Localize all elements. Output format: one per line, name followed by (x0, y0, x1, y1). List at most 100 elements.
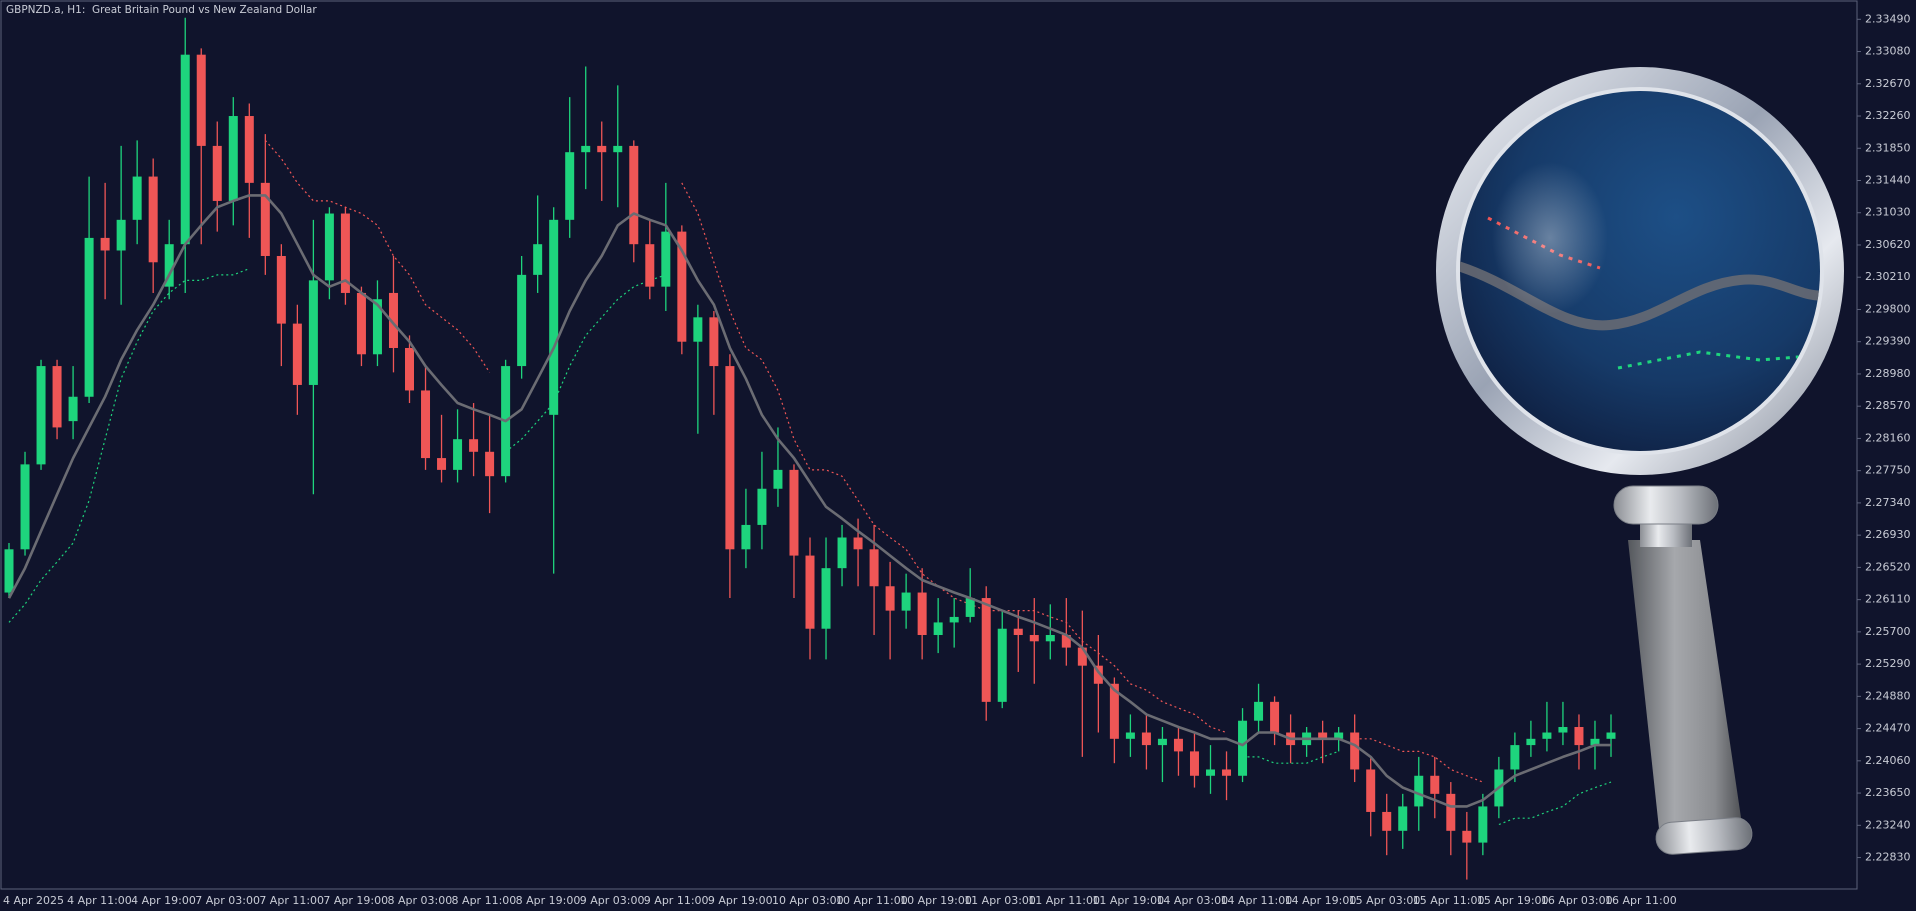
candle-body (741, 524, 751, 550)
candle-body (709, 317, 719, 367)
y-tick-label: 2.26930 (1865, 528, 1911, 541)
x-tick-label: 9 Apr 03:00 (580, 894, 645, 907)
x-tick-label: 15 Apr 03:00 (1349, 894, 1421, 907)
candle-body (228, 116, 238, 201)
candle-body (36, 366, 46, 465)
y-tick-label: 2.30620 (1865, 238, 1911, 251)
candle-body (356, 292, 366, 355)
candle-body (372, 299, 382, 355)
y-tick-label: 2.30210 (1865, 270, 1911, 283)
x-tick-label: 4 Apr 11:00 (67, 894, 132, 907)
x-tick-label: 14 Apr 11:00 (1221, 894, 1293, 907)
x-tick-label: 11 Apr 03:00 (964, 894, 1036, 907)
candle-body (437, 458, 447, 470)
lens-content (1460, 162, 1820, 370)
candle-body (597, 145, 607, 153)
candle-body (725, 366, 735, 550)
candle-body (805, 555, 815, 629)
candle-body (949, 616, 959, 623)
candle-body (1125, 732, 1135, 739)
candle-body (405, 347, 414, 391)
candle-body (292, 323, 302, 385)
candle-body (917, 592, 927, 636)
x-tick-label: 4 Apr 19:00 (131, 894, 196, 907)
candle-body (1398, 806, 1408, 831)
candle-body (1013, 628, 1023, 636)
candle-body (965, 598, 975, 617)
x-tick-label: 11 Apr 19:00 (1092, 894, 1164, 907)
x-tick-label: 9 Apr 11:00 (644, 894, 709, 907)
candle-body (1206, 769, 1215, 776)
x-tick-label: 14 Apr 03:00 (1156, 894, 1228, 907)
y-tick-label: 2.27750 (1865, 464, 1911, 477)
y-tick-label: 2.26110 (1865, 593, 1911, 606)
x-tick-label: 10 Apr 11:00 (836, 894, 908, 907)
candle-body (1542, 732, 1552, 739)
y-tick-label: 2.31440 (1865, 174, 1911, 187)
candle-body (1189, 751, 1199, 776)
candle-body (20, 464, 30, 550)
candle-body (1109, 683, 1119, 739)
x-tick-label: 16 Apr 11:00 (1605, 894, 1677, 907)
candle-body (1382, 811, 1392, 831)
candle-body (180, 54, 190, 245)
candle-body (885, 586, 895, 611)
x-tick-label: 14 Apr 19:00 (1285, 894, 1357, 907)
candle-body (52, 366, 62, 428)
y-tick-label: 2.29390 (1865, 335, 1911, 348)
y-tick-label: 2.28980 (1865, 367, 1911, 380)
candle-body (1157, 738, 1167, 746)
candle-body (1093, 665, 1103, 684)
x-tick-label: 7 Apr 03:00 (195, 894, 260, 907)
candle-body (84, 237, 94, 397)
x-tick-label: 4 Apr 2025 (3, 894, 64, 907)
candle-body (837, 537, 847, 569)
candle-body (1558, 727, 1568, 733)
chart-title: GBPNZD.a, H1: Great Britain Pound vs New… (6, 4, 317, 16)
x-tick-label: 10 Apr 03:00 (772, 894, 844, 907)
y-tick-label: 2.25290 (1865, 657, 1911, 670)
candle-body (1270, 701, 1280, 733)
candle-body (276, 255, 286, 324)
band-line (1242, 750, 1339, 764)
candle-body (645, 244, 655, 287)
candle-body (485, 451, 495, 477)
candle-body (1141, 732, 1151, 746)
candle-body (565, 152, 575, 220)
candle-body (1254, 701, 1264, 721)
candle-body (981, 598, 991, 702)
candle-body (164, 244, 174, 287)
candle-body (693, 317, 703, 342)
candle-body (1029, 635, 1039, 642)
x-tick-label: 15 Apr 19:00 (1477, 894, 1549, 907)
candle-body (1238, 720, 1248, 776)
candle-body (853, 537, 863, 550)
candle-body (1462, 830, 1472, 843)
handle-collar (1613, 485, 1719, 525)
candle-body (68, 396, 78, 422)
y-tick-label: 2.28570 (1865, 399, 1911, 412)
band-line (264, 140, 491, 373)
candle-body (1334, 732, 1344, 739)
candle-body (1222, 769, 1232, 776)
candle-body (148, 176, 158, 263)
candle-body (869, 549, 879, 587)
candle-body (1061, 635, 1071, 648)
y-tick-label: 2.33490 (1865, 12, 1911, 25)
candle-body (1350, 732, 1360, 770)
y-tick-label: 2.31030 (1865, 206, 1911, 219)
y-tick-label: 2.24470 (1865, 722, 1911, 735)
candle-body (388, 292, 398, 348)
x-tick-label: 16 Apr 03:00 (1541, 894, 1613, 907)
y-tick-label: 2.26520 (1865, 560, 1911, 573)
handle-cap (1655, 817, 1753, 855)
candle-body (901, 592, 911, 611)
candle-body (1478, 806, 1488, 843)
y-tick-label: 2.31850 (1865, 141, 1911, 154)
candle-body (661, 231, 671, 287)
candle-body (997, 628, 1007, 702)
y-tick-label: 2.23240 (1865, 818, 1911, 831)
candle-body (324, 213, 334, 281)
